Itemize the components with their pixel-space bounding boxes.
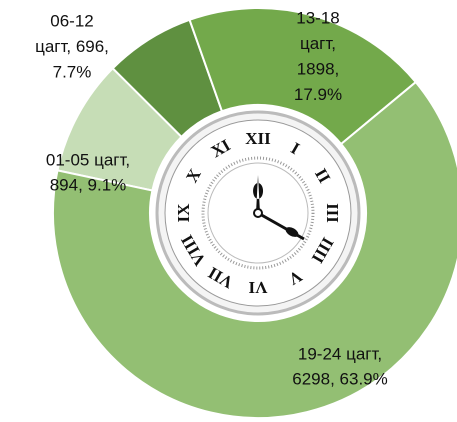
clock-numeral: VI [248, 278, 267, 297]
data-label: 01-05 цагт, [46, 150, 130, 169]
clock-numeral: IX [174, 203, 193, 223]
chart: XIIIIIIIIIIIIVVIVIIVIIIIXXXI 01-05 цагт,… [0, 0, 457, 422]
data-label: 06-12 [50, 11, 93, 30]
data-label: 894, 9.1% [50, 175, 127, 194]
data-label: 6298, 63.9% [292, 369, 387, 388]
page: XIIIIIIIIIIIIVVIVIIVIIIIXXXI 01-05 цагт,… [0, 0, 457, 422]
data-label: 13-18 [296, 8, 339, 27]
data-label: 7.7% [53, 62, 92, 81]
clock-numeral: III [323, 203, 342, 223]
data-label: 19-24 цагт, [298, 344, 382, 363]
clock-numeral: XII [245, 129, 271, 148]
data-label: 17.9% [294, 85, 342, 104]
data-label: цагт, [300, 34, 336, 53]
data-label: 1898, [297, 59, 340, 78]
data-label: цагт, 696, [35, 37, 109, 56]
hand-pivot [254, 209, 262, 217]
